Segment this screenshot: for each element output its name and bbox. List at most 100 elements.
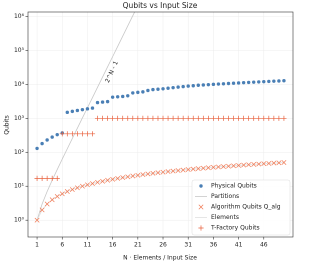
data-point [135,115,141,121]
data-point [141,90,145,94]
data-point [74,185,80,191]
data-point [145,171,151,177]
data-point [220,115,227,121]
data-point [221,82,226,86]
data-point [105,99,110,104]
data-point [140,172,146,178]
data-point [125,115,131,121]
y-tick-label: 10⁰ [14,217,25,224]
data-point [115,175,121,181]
y-axis-label: Qubits [4,115,11,134]
data-point [196,83,200,87]
data-point [211,82,216,87]
data-point [99,115,106,121]
data-point [200,165,206,171]
data-point [59,131,65,137]
data-point [44,175,50,182]
data-point [267,79,271,84]
data-point [74,131,80,137]
data-point [181,84,185,89]
data-point [110,115,116,121]
data-point [161,87,165,91]
x-tick-label: 41 [235,242,243,249]
data-point [120,175,126,181]
data-point [230,115,237,121]
data-point [105,115,111,121]
data-point [185,115,191,121]
data-point [160,169,166,175]
x-axis-label: N · Elements / Input Size [123,255,197,262]
data-point [236,162,242,168]
data-point [281,160,287,165]
data-point [151,87,155,92]
data-point [257,80,261,84]
data-point [84,131,91,137]
data-point [89,131,96,137]
data-point [140,115,146,121]
data-point [262,79,266,84]
data-point [271,160,277,166]
data-point [100,178,106,184]
data-point [80,107,85,112]
data-point [246,80,251,85]
data-point [170,115,176,121]
data-point [55,132,59,137]
data-point [121,94,125,99]
data-point [221,164,226,169]
data-point [69,131,75,137]
data-point [231,163,236,169]
y-tick-label: 10¹ [14,183,25,190]
data-point [70,109,75,114]
data-point [155,170,161,176]
data-point [191,84,195,88]
data-point [40,141,44,146]
data-point [150,170,156,176]
data-point [85,182,90,188]
chart: Qubits vs Input Size N · Elements / Inpu… [4,1,294,262]
data-point [180,167,186,173]
data-point [206,82,211,87]
data-point [79,183,85,189]
x-tick-label: 36 [210,242,218,249]
data-point [136,90,140,95]
data-point [35,146,39,151]
data-point [59,191,65,197]
y-tick-label: 10⁴ [14,81,25,88]
data-point [185,167,191,172]
data-point [241,162,247,168]
data-point [175,115,181,121]
data-point [277,79,281,83]
data-point [54,175,60,182]
data-point [150,115,156,121]
x-tick-label: 11 [84,242,92,249]
data-point [49,197,55,203]
data-point [125,174,131,180]
data-point [216,82,221,86]
legend-label: Physical Qubits [211,183,257,190]
data-point [94,115,101,121]
x-tick-label: 26 [159,242,167,249]
data-point [156,87,160,91]
data-point [256,161,262,167]
data-point [276,160,282,166]
data-point [210,115,216,121]
data-point [64,131,70,137]
x-tick-label: 31 [184,242,192,249]
x-tick-label: 46 [260,242,268,249]
data-point [276,115,282,121]
data-point [205,165,211,171]
legend: Physical Qubits Partitions Algorithm Qubit… [191,179,291,236]
data-point [195,166,201,172]
data-point [215,164,221,170]
data-point [190,166,196,172]
data-point [130,173,136,179]
data-point [166,86,170,90]
data-point [45,138,49,142]
data-point [251,115,257,121]
chart-title: Qubits vs Input Size [123,1,198,10]
annotation: 2^N - 1 [104,60,120,84]
legend-label: Algorithm Qubits Q_alg [211,204,281,211]
data-point [100,100,105,104]
data-point [205,115,211,121]
data-point [95,179,100,185]
